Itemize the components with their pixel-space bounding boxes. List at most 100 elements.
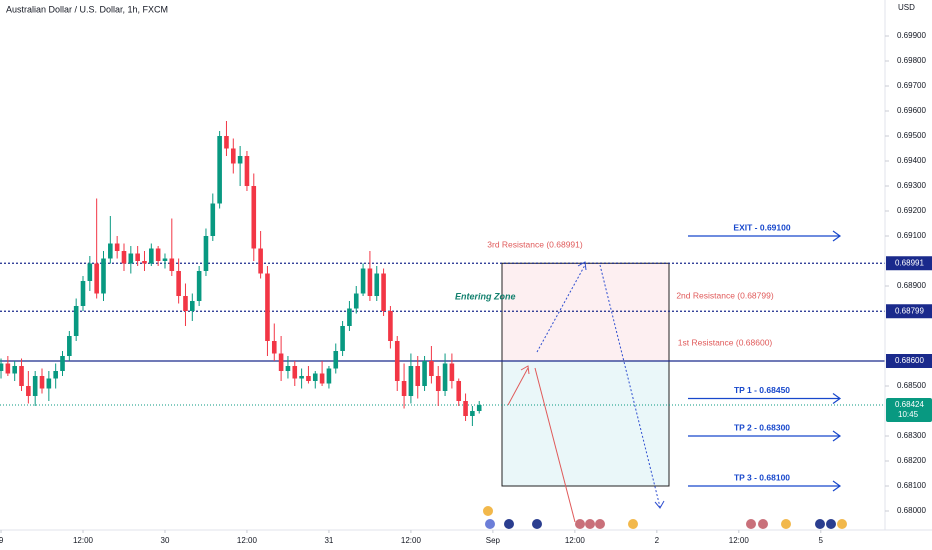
candle-body bbox=[73, 306, 79, 336]
candle-body bbox=[271, 341, 277, 354]
candle-body bbox=[19, 366, 24, 386]
last-price-box bbox=[886, 398, 932, 422]
candle-body bbox=[244, 156, 250, 186]
candle-body bbox=[39, 376, 45, 389]
candle-body bbox=[53, 371, 58, 379]
target-label: TP 1 - 0.68450 bbox=[734, 385, 790, 395]
x-tick-label: 12:00 bbox=[237, 536, 258, 545]
candle-body bbox=[442, 363, 448, 391]
event-icon bbox=[781, 519, 791, 529]
candle-body bbox=[463, 401, 468, 416]
y-tick-label: 0.69100 bbox=[897, 231, 926, 240]
candle-body bbox=[367, 268, 373, 296]
candle-body bbox=[32, 376, 38, 396]
notes: Entering Zone 3rd Resistance (0.68991) 2nd… bbox=[455, 222, 842, 492]
candle-body bbox=[333, 351, 339, 369]
lines bbox=[0, 262, 885, 406]
x-tick-label: 9 bbox=[0, 536, 4, 545]
event-icon bbox=[826, 519, 836, 529]
target-label: TP 3 - 0.68100 bbox=[734, 472, 790, 482]
candle-body bbox=[476, 405, 482, 411]
zone bbox=[501, 360, 670, 487]
y-tick-label: 0.68300 bbox=[897, 431, 926, 440]
candle-body bbox=[401, 381, 407, 396]
x-tick-label: 31 bbox=[324, 536, 333, 545]
candle-body bbox=[360, 268, 366, 294]
candle-body bbox=[429, 361, 434, 376]
candle-body bbox=[210, 203, 216, 236]
arrow-head bbox=[520, 365, 530, 375]
stop-arrow bbox=[534, 367, 576, 523]
target-arrow-head bbox=[832, 230, 842, 242]
event-icon bbox=[485, 519, 495, 529]
event-icon bbox=[815, 519, 825, 529]
candle-body bbox=[224, 136, 229, 149]
arrow-head bbox=[577, 261, 587, 271]
y-tick-label: 0.69400 bbox=[897, 156, 926, 165]
level-price-label: 0.68799 bbox=[895, 306, 924, 315]
candle-body bbox=[149, 248, 154, 264]
x-tick-label: 30 bbox=[161, 536, 170, 545]
candle-body bbox=[80, 281, 86, 306]
level-price-box bbox=[886, 256, 932, 271]
event-icon bbox=[532, 519, 542, 529]
y-tick-label: 0.69300 bbox=[897, 181, 926, 190]
x-tick-label: 12:00 bbox=[73, 536, 94, 545]
candle-body bbox=[128, 253, 134, 264]
level-note: 1st Resistance (0.68600) bbox=[678, 337, 773, 347]
y-tick-label: 0.69900 bbox=[897, 31, 926, 40]
candle-body bbox=[285, 366, 291, 371]
forecast-arrow bbox=[599, 264, 661, 508]
candle-body bbox=[306, 376, 311, 381]
candle-body bbox=[217, 136, 222, 204]
y-tick-label: 0.69600 bbox=[897, 106, 926, 115]
candle-body bbox=[258, 248, 263, 274]
candle-body bbox=[456, 381, 462, 401]
y-tick-label: 0.68500 bbox=[897, 381, 926, 390]
candle-body bbox=[46, 378, 52, 389]
event-icon bbox=[837, 519, 847, 529]
candle-body bbox=[183, 296, 188, 311]
candle-body bbox=[326, 368, 332, 384]
event-icon bbox=[758, 519, 768, 529]
candle-body bbox=[408, 366, 414, 396]
candle-body bbox=[394, 341, 400, 381]
arrows bbox=[507, 261, 665, 523]
target-arrow-head bbox=[832, 480, 842, 492]
axes: 0.69900 0.69800 0.69700 0.69600 0.69500 0.694… bbox=[0, 31, 932, 545]
x-tick-label: 2 bbox=[655, 536, 660, 545]
candle-body bbox=[176, 271, 181, 296]
candle-body bbox=[265, 273, 270, 341]
level-note: 2nd Resistance (0.68799) bbox=[676, 290, 774, 300]
candle-body bbox=[142, 261, 147, 264]
candle-body bbox=[278, 353, 284, 371]
candle-body bbox=[312, 373, 318, 381]
zone bbox=[501, 262, 670, 362]
candle-body bbox=[470, 411, 475, 416]
event-icon bbox=[585, 519, 595, 529]
y-tick-label: 0.69200 bbox=[897, 206, 926, 215]
zones bbox=[501, 262, 670, 487]
candle-body bbox=[422, 361, 427, 386]
candle-body bbox=[114, 243, 120, 251]
countdown-label: 10:45 bbox=[898, 410, 919, 419]
candle-body bbox=[101, 258, 106, 294]
event-icon bbox=[746, 519, 756, 529]
candle-body bbox=[435, 376, 441, 391]
candle-body bbox=[340, 326, 345, 351]
candle-body bbox=[292, 366, 298, 379]
x-tick-label: 12:00 bbox=[729, 536, 750, 545]
candle-body bbox=[0, 363, 4, 371]
event-icon bbox=[504, 519, 514, 529]
event-icons bbox=[483, 506, 847, 529]
entry-arrow bbox=[507, 367, 529, 406]
y-tick-label: 0.69500 bbox=[897, 131, 926, 140]
y-tick-label: 0.69800 bbox=[897, 56, 926, 65]
y-tick-label: 0.68100 bbox=[897, 481, 926, 490]
level-note: 3rd Resistance (0.68991) bbox=[487, 239, 583, 249]
candle-body bbox=[381, 273, 386, 311]
candle-body bbox=[5, 363, 11, 374]
chart-title: Australian Dollar / U.S. Dollar, 1h, FXC… bbox=[6, 4, 168, 14]
